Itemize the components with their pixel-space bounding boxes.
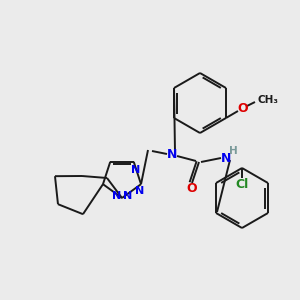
Text: N: N [123, 191, 133, 201]
Text: Cl: Cl [236, 178, 249, 190]
Text: O: O [187, 182, 197, 196]
Text: N: N [112, 191, 122, 201]
Text: CH₃: CH₃ [258, 95, 279, 105]
Text: N: N [167, 148, 177, 161]
Text: H: H [229, 146, 237, 156]
Text: N: N [135, 186, 144, 196]
Text: N: N [131, 165, 140, 175]
Text: N: N [221, 152, 231, 164]
Text: O: O [238, 101, 248, 115]
